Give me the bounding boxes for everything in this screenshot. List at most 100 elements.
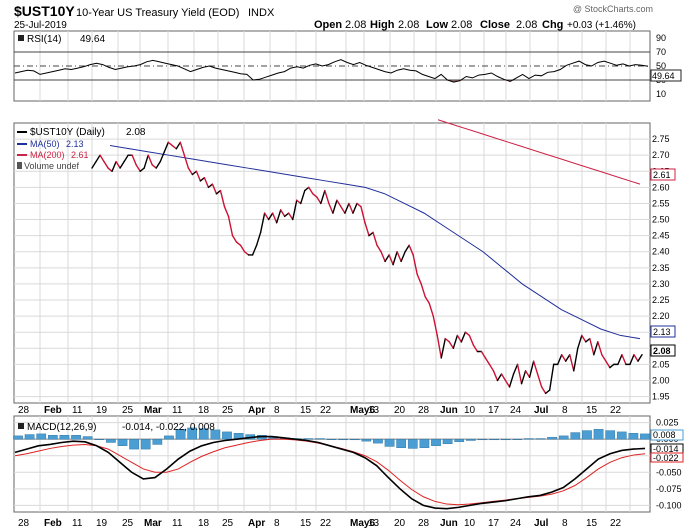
price-last-value-tag: 2.08 [650,344,676,357]
x-axis-label: 20 [394,518,406,529]
macd-hist-bar [384,438,395,447]
macd-hist-bar [489,438,499,441]
price-segment [440,337,446,359]
price-segment [320,189,326,205]
rsi-last-value-tag: 49.64 [650,69,682,82]
high-label: High [370,19,395,31]
close-label: Close [480,19,510,31]
macd-hist-bar [13,435,23,440]
hist-last-value: 0.008 [653,430,676,440]
macd-hist-bar [24,434,35,440]
x-axis-label: 8 [562,405,568,416]
macd-hist-bar [164,435,174,440]
price-segment [219,189,226,208]
price-segment [532,360,539,375]
macd-hist-bar [373,438,383,444]
x-axis-label: 20 [394,405,406,416]
x-axis-label: 28 [18,405,30,416]
price-segment [408,244,414,256]
price-y-tick: 2.20 [652,311,670,321]
x-axis-label: Mar [144,405,162,416]
x-axis-label: 11 [72,405,83,416]
price-segment [569,354,575,372]
rsi-legend-swatch [18,35,24,41]
price-segment [91,160,97,169]
price-segment [633,354,639,362]
x-axis-label: 25 [222,405,234,416]
macd-hist-bar [477,438,488,441]
price-segment [243,251,250,256]
rsi-legend: RSI(14) 49.64 [18,34,105,45]
macd-line [14,435,646,510]
price-segment [123,154,129,163]
price-segment [609,363,615,369]
rsi-last-value-box [650,69,682,82]
x-axis-label: 11 [72,518,83,529]
price-segment [577,334,583,349]
x-axis-label: Jul [534,405,549,416]
price-segment [296,199,302,205]
macd-hist-bar [82,436,93,440]
macd-hist-bar [187,427,198,440]
price-segment [364,222,370,237]
macd-last-value-tags: 0.008 -0.014 -0.022 [650,429,684,463]
x-axis-label: 8 [274,405,280,416]
x-axis-label: Feb [44,518,62,529]
x-axis-label: 8 [562,518,568,529]
price-segment [432,315,438,337]
price-segment [215,189,222,195]
macd-hist-bar [94,438,105,440]
price-segment [263,212,270,221]
x-axis-label: 11 [172,405,183,416]
price-y-tick: 2.40 [652,247,670,257]
price-y-tick: 2.55 [652,198,670,208]
x-axis-label: Mar [144,518,162,529]
x-axis-label: Jul [534,518,549,529]
macd-hist-bar [535,438,546,440]
price-legend: $UST10Y (Daily) 2.08 MA(50) 2.13 MA(200)… [17,127,146,171]
macd-panel: 0.0250.000-0.025-0.050-0.075-0.100 MACD(… [13,415,684,513]
exchange-label: INDX [248,7,275,19]
rsi-line [14,59,649,83]
price-segment [420,283,426,298]
ma200-legend-label: MA(200) [30,150,65,160]
brand-label: @ StockCharts.com [573,4,653,14]
price-segment [111,160,117,172]
rsi-y-axis: 9070503010 [656,33,666,99]
price-segment [565,354,571,362]
price-legend-label: $UST10Y (Daily) [30,127,105,138]
macd-y-tick: -0.050 [656,467,682,477]
ma200-last-box [650,168,676,181]
price-segment [300,189,306,205]
x-axis-label: 18 [198,405,210,416]
macd-histogram [13,427,650,450]
price-segment [573,347,579,372]
price-segment [424,296,430,304]
macd-legend-values: -0.014, -0.022, 0.008 [122,422,215,433]
price-last-box [650,344,676,357]
price-segment [556,354,563,366]
chart-date: 25-Jul-2019 [14,20,67,31]
x-axis-label: 28 [418,518,430,529]
macd-y-tick: -0.100 [656,500,682,510]
price-segment [380,251,386,263]
ma50-last-value: 2.13 [653,327,671,337]
price-segment [508,373,515,388]
macd-hist-bar [547,436,557,440]
x-axis-label: 15 [300,518,312,529]
x-axis-label: 25 [222,518,234,529]
price-segment [255,231,262,246]
macd-hist-bar [558,435,569,440]
price-segment [468,334,475,346]
price-segment [516,363,523,385]
price-segment [500,373,507,382]
price-segment [444,337,450,343]
macd-hist-bar [349,438,360,441]
price-segment [340,205,346,214]
price-y-tick: 2.50 [652,215,670,225]
price-segment [328,202,334,214]
price-segment [621,354,627,366]
price-segment [585,337,591,343]
price-segment [629,354,635,366]
